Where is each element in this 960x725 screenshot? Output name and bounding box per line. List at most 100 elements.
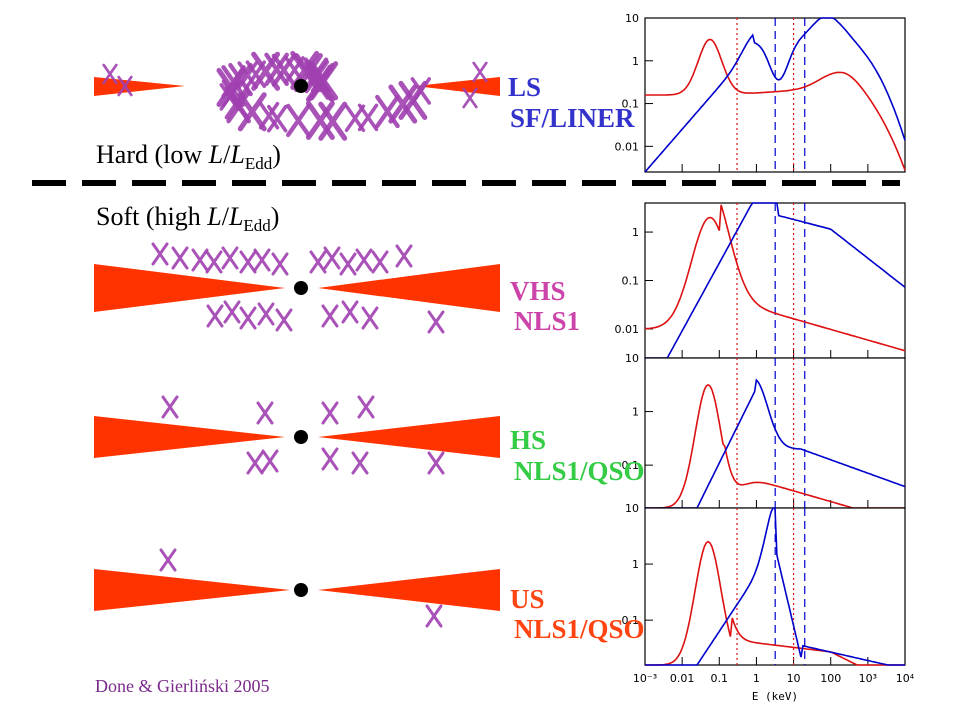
hot-flow-cloud-28 bbox=[271, 53, 297, 87]
hot-flow-cloud-27 bbox=[258, 101, 280, 130]
x-axis-label: E (keV) bbox=[752, 690, 798, 703]
corona-cloud-vhs-1 bbox=[171, 246, 189, 270]
spectrum-frame-ls bbox=[644, 17, 906, 173]
y-tick-label-us-2: 0.1 bbox=[622, 614, 640, 627]
soft-regime-label: Soft (high L/LEdd) bbox=[96, 202, 280, 236]
hot-flow-cloud-21 bbox=[410, 77, 432, 105]
hot-flow-cloud-30 bbox=[221, 79, 243, 108]
corona-cloud-vhs-20 bbox=[341, 300, 359, 324]
class-label-us: NLS1/QSO bbox=[514, 614, 645, 644]
x-tick-label-5: 100 bbox=[820, 672, 841, 685]
y-tick-label-vhs-0: 1 bbox=[632, 226, 639, 239]
corona-cloud-vhs-2 bbox=[191, 248, 209, 272]
edge-cloud-ls-2 bbox=[472, 61, 488, 83]
corona-cloud-vhs-0 bbox=[151, 242, 169, 266]
corona-cloud-hs-8 bbox=[351, 451, 369, 475]
disk-left-vhs bbox=[94, 264, 285, 312]
state-label-hs: HS bbox=[510, 425, 547, 455]
corona-cloud-vhs-7 bbox=[271, 252, 289, 276]
hot-flow-cloud-6 bbox=[267, 104, 288, 133]
corona-cloud-vhs-16 bbox=[239, 306, 257, 330]
y-tick-label-ls-1: 1 bbox=[632, 55, 639, 68]
corona-cloud-vhs-13 bbox=[395, 244, 413, 268]
disk-left-ls bbox=[94, 77, 185, 96]
state-label-ls: LS bbox=[508, 72, 542, 102]
edge-cloud-ls-3 bbox=[462, 87, 478, 109]
spectrum-red-vhs bbox=[644, 204, 906, 352]
hot-flow-cloud-24 bbox=[344, 104, 366, 133]
y-tick-label-us-0: 10 bbox=[625, 502, 639, 515]
y-tick-label-hs-0: 10 bbox=[625, 352, 639, 365]
corona-cloud-hs-5 bbox=[246, 451, 264, 475]
hot-flow-cloud-33 bbox=[245, 60, 267, 88]
black-hole-ls bbox=[294, 79, 308, 93]
corona-cloud-vhs-15 bbox=[223, 300, 241, 324]
spectrum-panel-us: 10 1 0.1 bbox=[622, 502, 906, 666]
state-label-vhs: VHS bbox=[510, 276, 566, 306]
corona-cloud-vhs-5 bbox=[239, 250, 257, 274]
y-tick-label-us-1: 1 bbox=[632, 558, 639, 571]
y-tick-label-vhs-2: 0.01 bbox=[615, 323, 640, 336]
state-label-us: US bbox=[510, 584, 545, 614]
spectrum-frame-vhs bbox=[644, 202, 906, 359]
y-tick-label-hs-1: 1 bbox=[632, 406, 639, 419]
corona-cloud-vhs-14 bbox=[206, 304, 224, 328]
hot-flow-cloud-17 bbox=[216, 67, 246, 108]
citation: Done & Gierliński 2005 bbox=[95, 676, 270, 696]
corona-cloud-us-1 bbox=[425, 604, 443, 628]
spectrum-red-ls bbox=[645, 38, 906, 171]
corona-cloud-vhs-9 bbox=[323, 246, 341, 270]
hard-regime-label: Hard (low L/LEdd) bbox=[96, 140, 281, 174]
black-hole-hs bbox=[294, 430, 308, 444]
y-tick-label-vhs-1: 0.1 bbox=[622, 275, 640, 288]
hot-flow-cloud-31 bbox=[304, 59, 330, 94]
hot-flow-cloud-29 bbox=[388, 84, 418, 124]
x-tick-label-3: 1 bbox=[753, 672, 760, 685]
corona-cloud-hs-7 bbox=[321, 447, 339, 471]
black-hole-vhs bbox=[294, 281, 308, 295]
disk-right-hs bbox=[318, 416, 500, 458]
edge-cloud-ls-0 bbox=[102, 63, 118, 85]
spectrum-blue-ls bbox=[644, 17, 906, 173]
disk-right-us bbox=[318, 569, 500, 611]
corona-cloud-hs-1 bbox=[256, 401, 274, 425]
corona-cloud-vhs-3 bbox=[205, 250, 223, 274]
corona-cloud-vhs-19 bbox=[321, 304, 339, 328]
corona-cloud-us-0 bbox=[159, 548, 177, 572]
disk-left-hs bbox=[94, 416, 285, 458]
corona-cloud-vhs-17 bbox=[257, 302, 275, 326]
hot-flow-cloud-16 bbox=[375, 94, 400, 129]
spectrum-panel-vhs: 1 0.1 0.01 bbox=[615, 202, 906, 359]
spectrum-blue-vhs bbox=[645, 202, 906, 359]
x-tick-label-4: 10 bbox=[787, 672, 801, 685]
spectrum-red-us bbox=[645, 540, 905, 666]
corona-cloud-hs-3 bbox=[357, 395, 375, 419]
corona-cloud-vhs-18 bbox=[275, 308, 293, 332]
spectrum-panel-hs: 10 1 0.1 bbox=[622, 352, 906, 509]
corona-cloud-vhs-10 bbox=[339, 252, 357, 276]
x-tick-label-1: 0.01 bbox=[670, 672, 695, 685]
edge-cloud-ls-1 bbox=[117, 75, 133, 97]
x-tick-label-7: 10⁴ bbox=[896, 672, 915, 685]
hot-flow-cloud-11 bbox=[318, 101, 348, 141]
class-label-hs: NLS1/QSO bbox=[514, 456, 645, 486]
corona-cloud-hs-2 bbox=[321, 401, 339, 425]
x-tick-label-0: 10⁻³ bbox=[633, 672, 657, 685]
disk-left-us bbox=[94, 569, 290, 611]
disk-diagram-vhs bbox=[94, 242, 500, 334]
corona-cloud-vhs-12 bbox=[371, 250, 389, 274]
corona-cloud-vhs-11 bbox=[355, 248, 373, 272]
disk-diagram-hs bbox=[94, 395, 500, 475]
class-label-vhs: NLS1 bbox=[514, 306, 581, 336]
spectrum-blue-us bbox=[645, 507, 905, 666]
corona-cloud-vhs-8 bbox=[309, 250, 327, 274]
corona-cloud-hs-0 bbox=[161, 395, 179, 419]
spectrum-panel-ls: 10 1 0.1 0.01 bbox=[615, 12, 906, 173]
y-tick-label-ls-3: 0.01 bbox=[615, 140, 640, 153]
corona-cloud-vhs-4 bbox=[221, 246, 239, 270]
corona-cloud-hs-4 bbox=[427, 451, 445, 475]
x-tick-label-2: 0.1 bbox=[711, 672, 729, 685]
corona-cloud-vhs-6 bbox=[253, 248, 271, 272]
